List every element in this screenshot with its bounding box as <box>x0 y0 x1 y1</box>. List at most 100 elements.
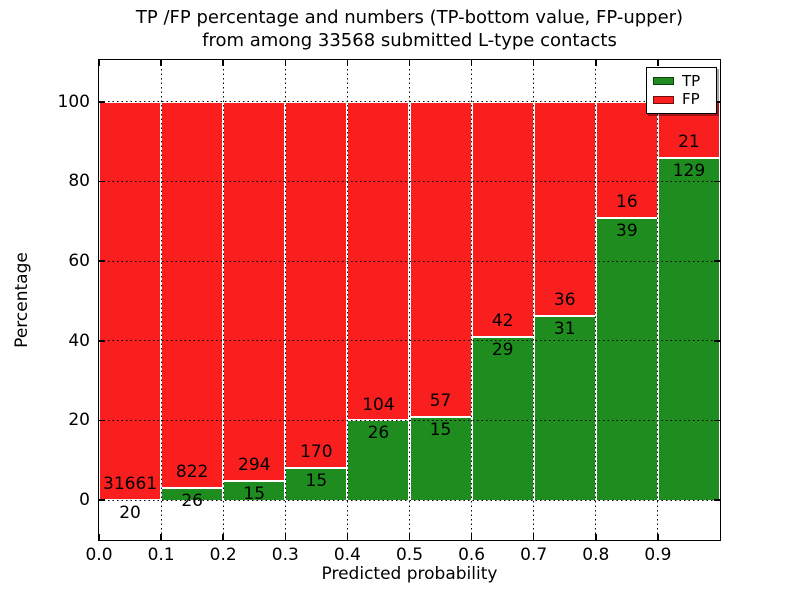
fp-count-label: 170 <box>300 441 333 462</box>
tp-count-label: 39 <box>616 220 638 241</box>
x-tick-label: 0.7 <box>520 545 548 565</box>
legend-label-tp: TP <box>682 71 701 90</box>
fp-count-label: 42 <box>491 311 514 332</box>
x-tick-mark <box>408 534 411 540</box>
gridline-vertical <box>533 60 535 540</box>
bar-tp-segment <box>347 420 410 501</box>
x-tick-mark-top <box>657 60 659 66</box>
gridline-vertical <box>595 60 597 540</box>
x-tick-label: 0.6 <box>458 545 486 565</box>
y-tick-label: 100 <box>57 91 90 112</box>
gridline-horizontal <box>99 260 720 262</box>
gridline-horizontal <box>99 180 720 182</box>
x-tick-mark <box>346 534 349 540</box>
x-tick-label: 0.9 <box>644 545 672 565</box>
y-tick-label: 60 <box>68 251 90 272</box>
fp-count-label: 21 <box>678 131 700 152</box>
bar-fp-segment <box>595 101 658 218</box>
chart-title-line2: from among 33568 submitted L-type contac… <box>202 30 617 51</box>
x-tick-mark-top <box>284 60 287 66</box>
tp-count-label: 129 <box>672 160 706 181</box>
gridline-vertical <box>222 60 224 540</box>
bar-tp-segment <box>657 157 720 501</box>
y-tick-label: 0 <box>79 490 90 511</box>
bar-fp-segment <box>161 101 224 488</box>
y-tick-mark-right <box>714 260 720 262</box>
x-tick-mark-top <box>160 60 162 66</box>
tp-count-label: 31 <box>553 318 576 339</box>
y-tick-mark-right <box>714 340 720 342</box>
x-tick-mark-top <box>595 60 597 66</box>
x-tick-mark <box>98 534 100 540</box>
x-tick-label: 0.4 <box>333 545 361 565</box>
y-tick-mark-right <box>714 101 720 103</box>
gridline-vertical <box>284 60 286 540</box>
legend-label-fp: FP <box>682 90 700 109</box>
tp-count-label: 15 <box>429 420 452 441</box>
tp-count-label: 26 <box>367 423 390 444</box>
x-tick-mark-top <box>470 60 473 66</box>
legend-swatch-tp <box>653 77 674 86</box>
y-tick-mark <box>99 180 105 183</box>
x-tick-label: 0.8 <box>582 545 610 565</box>
gridline-horizontal <box>99 499 720 501</box>
bar-fp-segment <box>533 101 596 316</box>
y-axis-label: Percentage <box>12 252 32 348</box>
y-tick-label: 40 <box>68 330 90 351</box>
bar-tp-segment <box>409 417 472 501</box>
legend-entry-fp: FP <box>653 92 710 107</box>
bar-fp-segment <box>471 101 534 338</box>
gridline-horizontal <box>99 340 720 342</box>
bar-tp-segment <box>533 315 596 501</box>
fp-count-label: 16 <box>616 191 638 212</box>
legend: TP FP <box>646 67 717 114</box>
chart-title-line1: TP /FP percentage and numbers (TP-bottom… <box>135 7 684 28</box>
x-tick-mark-top <box>98 60 100 66</box>
y-tick-label: 80 <box>68 171 90 192</box>
bar-tp-segment <box>471 337 534 501</box>
x-tick-mark <box>657 534 659 540</box>
tp-count-label: 15 <box>243 483 266 504</box>
tp-count-label: 15 <box>305 470 328 491</box>
bar-tp-segment <box>595 217 658 501</box>
x-axis-label: Predicted probability <box>321 564 498 584</box>
x-tick-mark <box>532 534 535 540</box>
tp-count-label: 20 <box>119 502 141 523</box>
tp-count-label: 29 <box>491 340 514 361</box>
y-tick-mark <box>99 101 105 103</box>
x-tick-mark-top <box>408 60 411 66</box>
x-tick-label: 0.3 <box>271 545 299 565</box>
gridline-vertical <box>471 60 473 540</box>
fp-count-label: 57 <box>429 391 452 412</box>
x-tick-label: 0.2 <box>209 545 237 565</box>
fp-count-label: 822 <box>175 461 209 482</box>
y-tick-mark-right <box>714 180 720 183</box>
gridline-horizontal <box>99 419 720 421</box>
gridline-vertical <box>657 60 659 540</box>
bar-tp-segment <box>223 480 286 501</box>
x-tick-mark-top <box>346 60 349 66</box>
legend-swatch-fp <box>653 95 674 104</box>
y-tick-mark-right <box>714 419 720 422</box>
bar-fp-segment <box>409 101 472 418</box>
x-tick-mark-top <box>222 60 224 66</box>
x-tick-mark-top <box>532 60 535 66</box>
y-tick-label: 20 <box>68 410 90 431</box>
chart-title: TP /FP percentage and numbers (TP-bottom… <box>99 6 720 52</box>
fp-count-label: 36 <box>553 289 576 310</box>
bar-fp-segment <box>99 101 162 500</box>
x-tick-label: 0.5 <box>395 545 424 565</box>
fp-count-label: 31661 <box>103 473 158 494</box>
x-tick-mark <box>595 534 597 540</box>
x-tick-mark <box>470 534 473 540</box>
bar-fp-segment <box>223 101 286 481</box>
x-tick-label: 0.0 <box>85 545 113 565</box>
gridline-vertical <box>409 60 410 540</box>
y-tick-mark <box>99 260 105 262</box>
fp-count-label: 104 <box>362 394 395 415</box>
y-tick-mark <box>99 340 105 342</box>
plot-area: 31661 20 822 26 294 15 170 15 104 26 57 15 42 29 36 31 1… <box>98 59 721 541</box>
tp-count-label: 26 <box>181 490 203 511</box>
x-tick-mark <box>160 534 162 540</box>
